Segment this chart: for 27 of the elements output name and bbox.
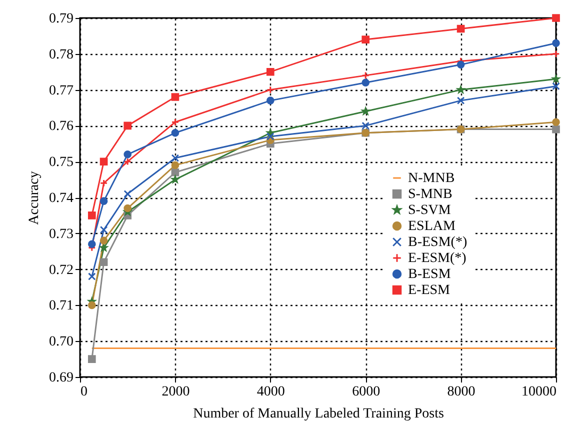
x-tick-label: 10000 (522, 384, 556, 400)
legend-label: S-SVM (408, 203, 452, 218)
legend-label: ESLAM (408, 219, 456, 234)
x-tick-label: 6000 (352, 384, 380, 400)
x-tick-label: 8000 (447, 384, 476, 400)
x-tick-label: 4000 (256, 384, 285, 400)
legend-label: S-MNB (408, 187, 452, 202)
x-tick-label: 0 (80, 384, 88, 400)
y-tick-label: 0.70 (49, 334, 74, 350)
legend-label: N-MNB (408, 171, 455, 186)
y-tick-label: 0.71 (49, 298, 74, 314)
y-tick-label: 0.74 (49, 191, 74, 206)
x-axis-title: Number of Manually Labeled Training Posts (193, 406, 444, 422)
y-tick-label: 0.77 (49, 83, 74, 98)
y-tick-label: 0.76 (49, 119, 74, 134)
x-tick-label: 2000 (162, 384, 190, 400)
legend-label: E-ESM(*) (408, 251, 467, 266)
legend-label: E-ESM (408, 283, 451, 298)
y-tick-label: 0.75 (49, 155, 74, 170)
y-tick-label: 0.69 (49, 370, 74, 386)
y-tick-label: 0.79 (49, 12, 74, 26)
y-axis-title: Accuracy (27, 171, 42, 225)
legend-label: B-ESM (408, 267, 452, 282)
y-tick-label: 0.73 (49, 226, 74, 242)
y-tick-label: 0.78 (49, 47, 74, 62)
legend-label: B-ESM(*) (408, 235, 468, 250)
y-tick-label: 0.72 (49, 262, 74, 278)
